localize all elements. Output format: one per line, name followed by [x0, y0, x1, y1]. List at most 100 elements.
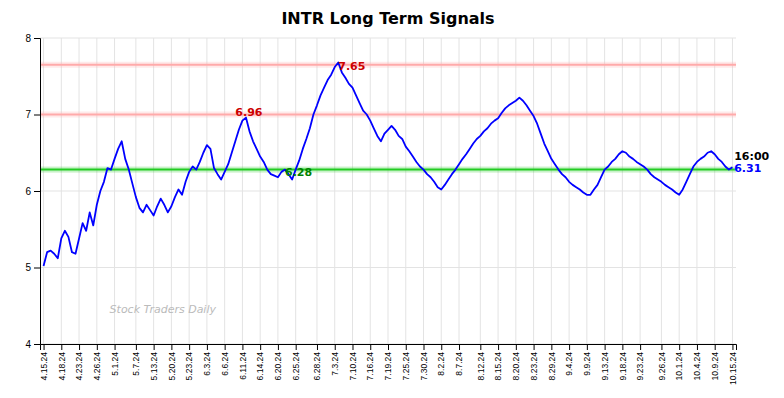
tick: 4.23.24 [74, 344, 84, 380]
tick-mark [480, 344, 481, 350]
annotation: 6.31 [734, 162, 761, 175]
tick: 9.18.24 [618, 344, 628, 380]
tick: 8.29.24 [547, 344, 557, 380]
grid-line [153, 38, 154, 344]
tick-label: 4.26.24 [92, 352, 102, 381]
tick-mark [370, 344, 371, 350]
tick-label: 8.20.24 [511, 352, 521, 381]
tick-label: 7.16.24 [365, 352, 375, 381]
tick-mark [424, 344, 425, 350]
tick-label: 8.15.24 [493, 352, 503, 381]
axis-line [34, 39, 41, 345]
tick-label: 5.20.24 [167, 352, 177, 381]
reference-band [40, 112, 736, 118]
axis-line [41, 345, 737, 351]
tick: 7.3.24 [330, 344, 340, 376]
tick: 10.15.24 [728, 344, 738, 385]
annotation: 6.28 [285, 166, 312, 179]
tick-mark [587, 344, 588, 350]
tick-mark [406, 344, 407, 350]
tick-label: 6.20.24 [273, 352, 283, 381]
tick: 4.26.24 [92, 344, 102, 380]
tick-label: 6.25.24 [291, 352, 301, 381]
grid-line [714, 38, 715, 344]
tick-label: 6.28.24 [312, 352, 322, 381]
tick: 8.7.24 [454, 344, 464, 376]
tick-mark [115, 344, 116, 350]
grid-line [171, 38, 172, 344]
grid-line [40, 114, 736, 115]
tick: 7.16.24 [365, 344, 375, 380]
grid-line [260, 38, 261, 344]
tick-label: 10.4.24 [692, 352, 702, 381]
tick: 4 [25, 339, 40, 350]
y-axis: 4 5 6 7 8 [25, 33, 40, 350]
grid-line [96, 38, 97, 344]
tick-label: 7.25.24 [401, 352, 411, 381]
tick-label: 8.7.24 [454, 352, 464, 376]
tick-label: 7.3.24 [330, 352, 340, 376]
tick: 4.15.24 [39, 344, 49, 380]
tick-mark [459, 344, 460, 350]
grid-line [459, 38, 460, 344]
tick-mark [34, 115, 40, 116]
title: INTR Long Term Signals [281, 9, 494, 28]
tick-label: 9.4.24 [564, 352, 574, 376]
tick: 6.3.24 [202, 344, 212, 376]
tick: 7.30.24 [419, 344, 429, 380]
tick: 9.4.24 [564, 344, 574, 376]
grid-line [441, 38, 442, 344]
tick-mark [278, 344, 279, 350]
tick: 10.4.24 [692, 344, 702, 380]
tick-mark [534, 344, 535, 350]
tick-mark [679, 344, 680, 350]
tick: 9.23.24 [635, 344, 645, 380]
tick: 5.7.24 [131, 344, 141, 376]
plot: 456784.15.244.18.244.23.244.26.245.1.245… [25, 33, 769, 385]
tick-label: 6.3.24 [202, 352, 212, 376]
reference-band [40, 62, 736, 68]
tick-label: 4 [25, 339, 31, 350]
tick: 5.20.24 [167, 344, 177, 380]
tick-mark [335, 344, 336, 350]
tick-label: 7.10.24 [348, 352, 358, 381]
tick: 6.25.24 [291, 344, 301, 380]
grid-line [352, 38, 353, 344]
tick-label: 5.7.24 [131, 352, 141, 376]
reference-line [40, 169, 736, 171]
grid-line [569, 38, 570, 344]
grid-line [334, 38, 335, 344]
grid-line [696, 38, 697, 344]
tick-mark [352, 344, 353, 350]
tick-label: 9.26.24 [657, 352, 667, 381]
tick-mark [171, 344, 172, 350]
tick-mark [242, 344, 243, 350]
tick: 5 [25, 262, 40, 273]
tick: 5.1.24 [110, 344, 120, 376]
tick: 8.15.24 [493, 344, 503, 380]
tick-mark [296, 344, 297, 350]
grid-line [533, 38, 534, 344]
tick: 8.2.24 [436, 344, 446, 376]
tick-label: 9.18.24 [618, 352, 628, 381]
grid-line [135, 38, 136, 344]
grid-line [316, 38, 317, 344]
tick: 9.26.24 [657, 344, 667, 380]
tick: 5.23.24 [184, 344, 194, 380]
grid-line [498, 38, 499, 344]
tick-mark [317, 344, 318, 350]
tick: 8 [25, 33, 40, 44]
tick-label: 6 [25, 186, 31, 197]
tick-mark [732, 344, 733, 350]
tick-label: 8 [25, 33, 31, 44]
grid-line [679, 38, 680, 344]
tick-label: 5 [25, 262, 31, 273]
grid-line [224, 38, 225, 344]
tick: 6.6.24 [220, 344, 230, 376]
tick-label: 7 [25, 109, 31, 120]
tick: 6.11.24 [238, 344, 248, 380]
tick-label: 10.9.24 [710, 352, 720, 381]
tick: 7.19.24 [383, 344, 393, 380]
grid-line [79, 38, 80, 344]
tick-mark [516, 344, 517, 350]
